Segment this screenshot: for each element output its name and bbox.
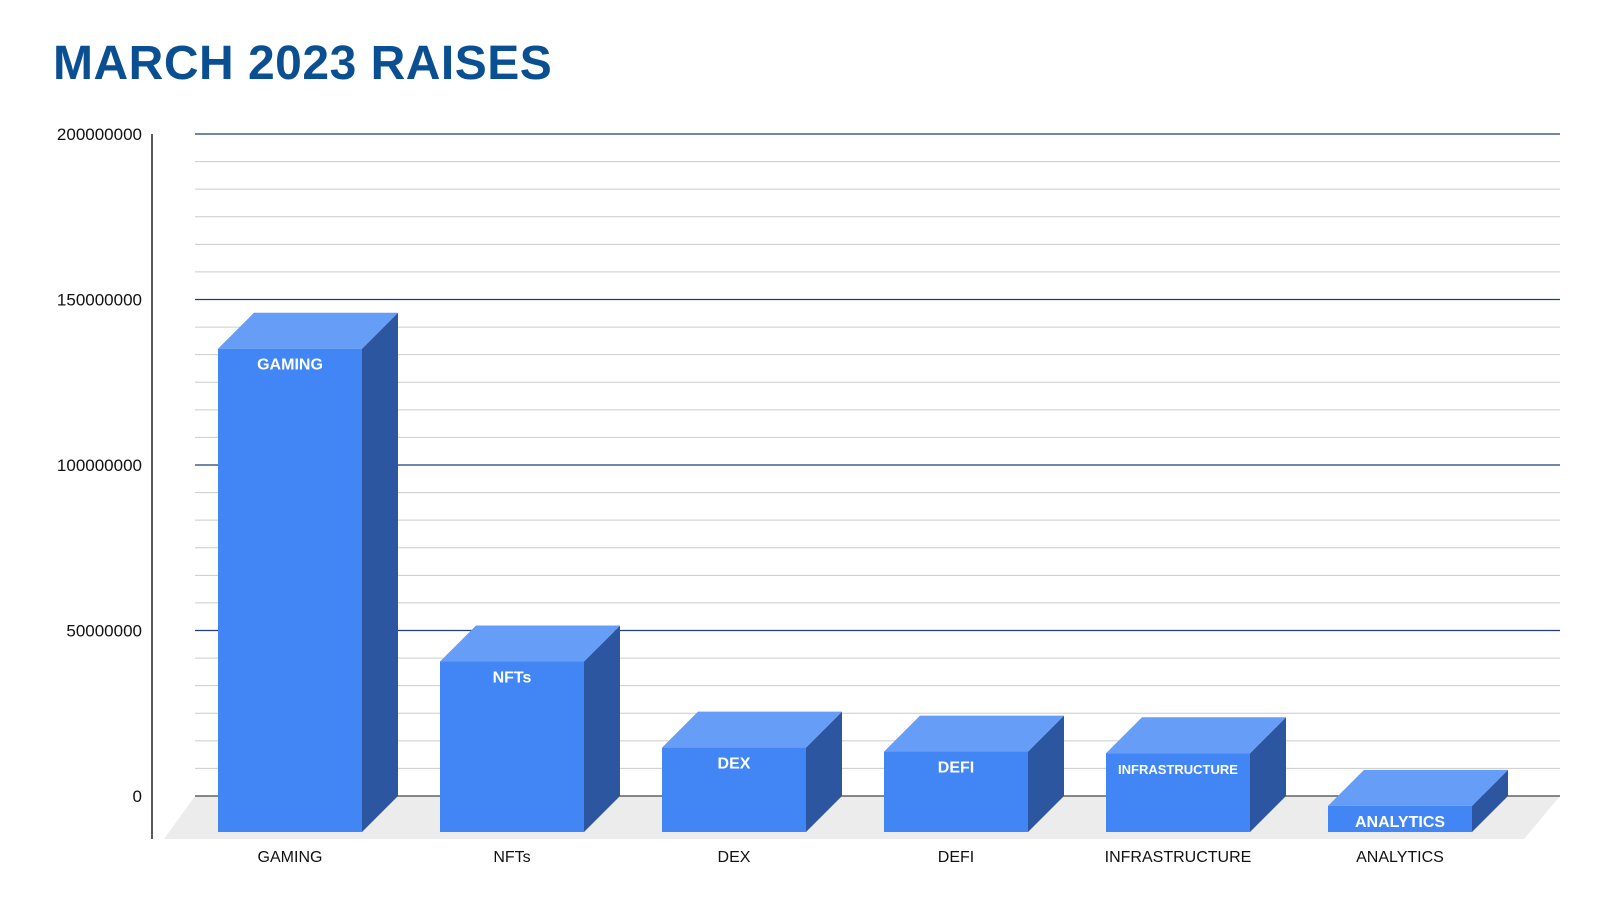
bar-front-face <box>218 348 362 832</box>
y-tick-label: 50000000 <box>66 622 142 641</box>
y-tick-label: 150000000 <box>57 291 142 310</box>
bar-side-face <box>1250 717 1286 832</box>
bar-data-label: NFTs <box>493 670 532 687</box>
bar-top-face <box>662 711 842 748</box>
bar-nfts <box>440 625 620 832</box>
x-category-label: NFTs <box>493 849 530 866</box>
bar-defi <box>884 715 1064 832</box>
bar-data-label: DEFI <box>938 760 974 777</box>
bar-side-face <box>584 625 620 832</box>
bar-top-face <box>218 312 398 349</box>
bar-data-label: INFRASTRUCTURE <box>1118 762 1238 777</box>
bar-top-face <box>440 625 620 662</box>
bar-side-face <box>1472 769 1508 832</box>
bar-infrastructure <box>1106 717 1286 832</box>
x-category-label: INFRASTRUCTURE <box>1105 849 1252 866</box>
bar-front-face <box>662 747 806 832</box>
bar-front-face <box>1328 805 1472 832</box>
bar-top-face <box>1328 769 1508 806</box>
bar-data-label: DEX <box>718 756 751 773</box>
chart-title: MARCH 2023 RAISES <box>53 37 553 90</box>
bars <box>218 312 1508 832</box>
bar-side-face <box>1028 715 1064 832</box>
x-category-label: GAMING <box>258 849 323 866</box>
bar-front-face <box>440 661 584 832</box>
bar-top-face <box>884 715 1064 752</box>
x-category-label: DEFI <box>938 849 974 866</box>
bar-side-face <box>362 312 398 832</box>
bar-gaming <box>218 312 398 832</box>
axes: 0 50000000 100000000 150000000 200000000 <box>57 125 153 839</box>
bar-data-label: GAMING <box>257 357 323 374</box>
bar-front-face <box>1106 753 1250 832</box>
y-tick-label: 100000000 <box>57 456 142 475</box>
bar-top-face <box>1106 717 1286 754</box>
y-tick-label: 200000000 <box>57 125 142 144</box>
gridlines <box>195 133 1560 797</box>
bar-front-face <box>884 751 1028 832</box>
bar-side-face <box>806 711 842 832</box>
y-tick-label: 0 <box>133 787 142 806</box>
bar-dex <box>662 711 842 832</box>
bar-data-label: ANALYTICS <box>1355 814 1445 831</box>
x-category-label: ANALYTICS <box>1356 849 1444 866</box>
labels: GAMING GAMING NFTs NFTs DEX DEX DEFI DEFI INFRAS… <box>257 357 1445 866</box>
x-category-label: DEX <box>718 849 751 866</box>
bar-analytics <box>1328 769 1508 832</box>
